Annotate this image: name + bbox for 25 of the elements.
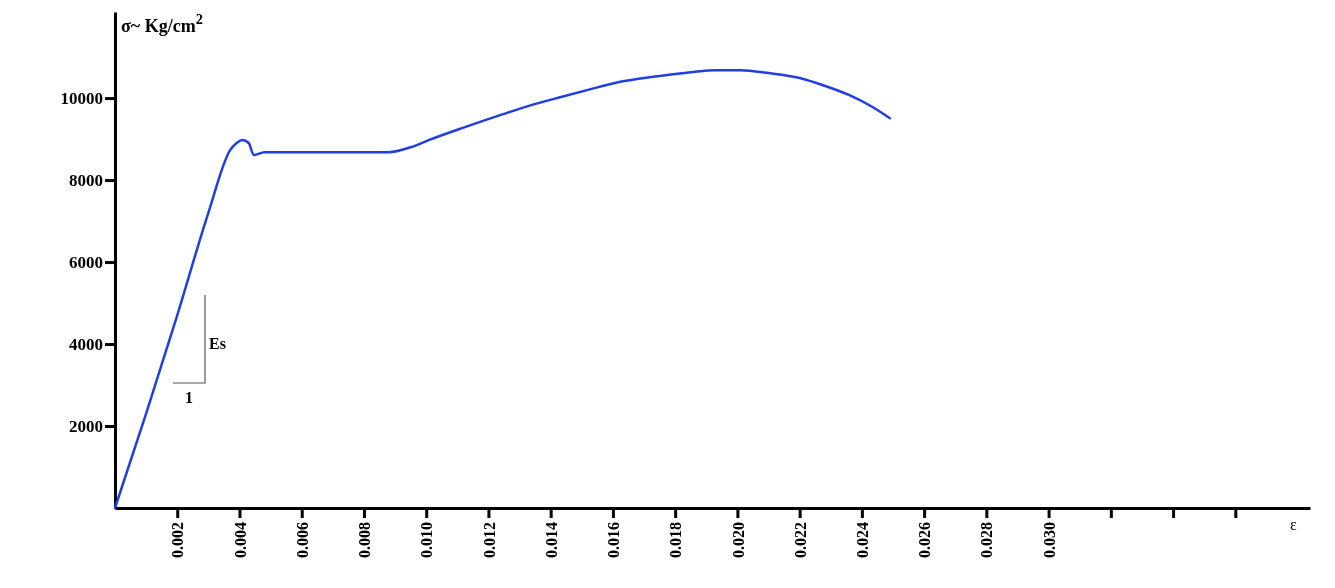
- x-tick-label: 0.010: [418, 522, 436, 558]
- x-tick-label: 0.026: [916, 522, 934, 558]
- x-tick-label: 0.008: [356, 522, 374, 558]
- y-tick-label: 2000: [69, 416, 103, 436]
- x-tick-label: 0.028: [978, 522, 996, 558]
- y-tick-label: 4000: [69, 334, 103, 354]
- x-tick-label: 0.014: [542, 522, 560, 558]
- annotation: 1: [185, 388, 193, 406]
- annotation: Es: [209, 334, 226, 352]
- x-tick-label: 0.030: [1040, 522, 1058, 558]
- x-tick-label: 0.018: [667, 522, 685, 558]
- line-series: [113, 68, 892, 510]
- x-tick-label: 0.004: [231, 522, 249, 558]
- y-tick-label: 10000: [60, 89, 103, 109]
- x-tick-label: 0.024: [853, 522, 871, 558]
- y-tick-label: 6000: [69, 252, 103, 272]
- y-axis-title: σ~ Kg/cm$^{2}$: [121, 11, 203, 36]
- x-tick-label: 0.012: [480, 522, 498, 558]
- x-axis-title: ε: [1290, 516, 1297, 533]
- y-tick-label: 8000: [69, 171, 103, 191]
- x-tick-label: 0.020: [729, 522, 747, 558]
- x-tick-label: 0.022: [791, 522, 809, 558]
- x-tick-label: 0.002: [169, 522, 187, 558]
- x-tick-label: 0.016: [605, 522, 623, 558]
- x-tick-label: 0.006: [293, 522, 311, 558]
